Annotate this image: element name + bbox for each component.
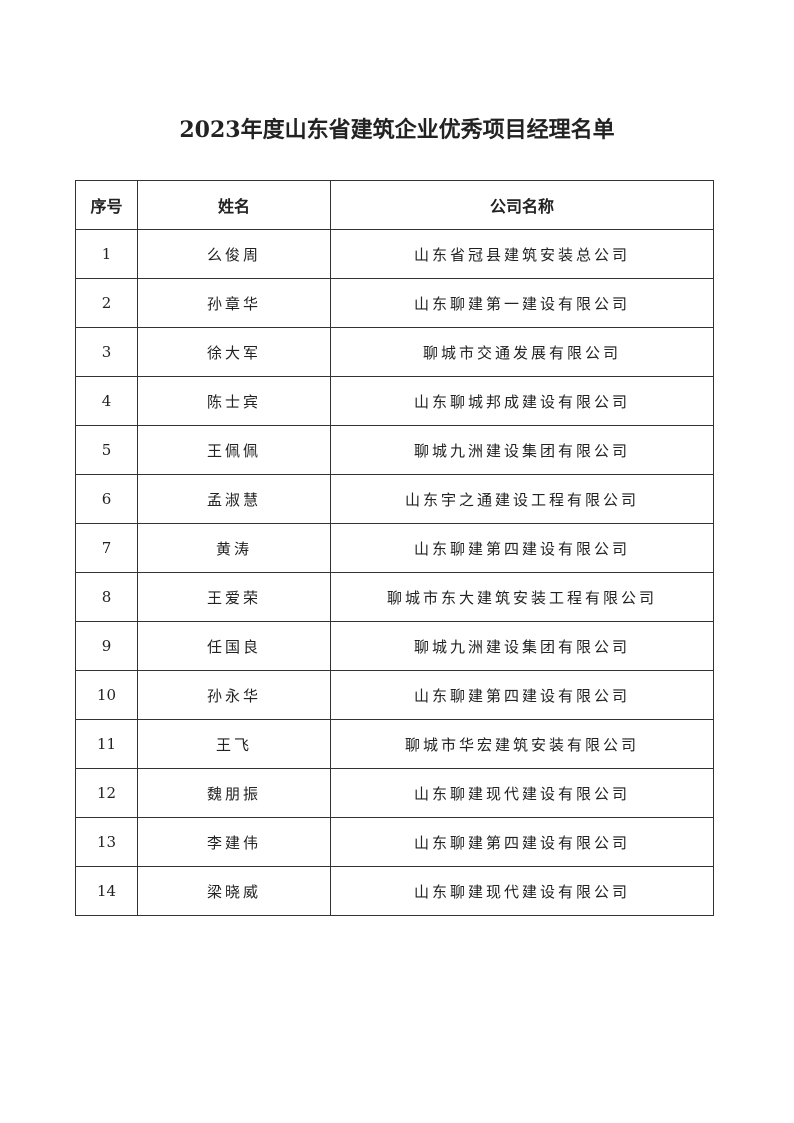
- company-cell: 聊城九洲建设集团有限公司: [330, 621, 714, 671]
- serial-number-cell: 12: [75, 768, 138, 818]
- serial-number-cell: 4: [75, 376, 138, 426]
- table-row: 11 王飞 聊城市华宏建筑安装有限公司: [75, 719, 714, 769]
- table-row: 14 梁晓威 山东聊建现代建设有限公司: [75, 866, 714, 916]
- company-cell: 山东宇之通建设工程有限公司: [330, 474, 714, 524]
- company-cell: 山东聊建现代建设有限公司: [330, 866, 714, 916]
- name-cell: 黄涛: [137, 523, 331, 573]
- table-row: 1 么俊周 山东省冠县建筑安装总公司: [75, 229, 714, 279]
- table-row: 5 王佩佩 聊城九洲建设集团有限公司: [75, 425, 714, 475]
- header-name: 姓名: [137, 180, 331, 230]
- name-cell: 孙永华: [137, 670, 331, 720]
- serial-number-cell: 8: [75, 572, 138, 622]
- project-manager-table: 序号 姓名 公司名称 1 么俊周 山东省冠县建筑安装总公司 2 孙章华 山东聊建第一建设有…: [75, 180, 714, 916]
- name-cell: 李建伟: [137, 817, 331, 867]
- table-header-row: 序号 姓名 公司名称: [75, 180, 714, 230]
- name-cell: 孙章华: [137, 278, 331, 328]
- table-row: 13 李建伟 山东聊建第四建设有限公司: [75, 817, 714, 867]
- company-cell: 聊城市华宏建筑安装有限公司: [330, 719, 714, 769]
- name-cell: 梁晓威: [137, 866, 331, 916]
- serial-number-cell: 7: [75, 523, 138, 573]
- name-cell: 王爱荣: [137, 572, 331, 622]
- header-serial-number: 序号: [75, 180, 138, 230]
- name-cell: 王飞: [137, 719, 331, 769]
- serial-number-cell: 11: [75, 719, 138, 769]
- company-cell: 聊城市交通发展有限公司: [330, 327, 714, 377]
- table-row: 10 孙永华 山东聊建第四建设有限公司: [75, 670, 714, 720]
- table-row: 6 孟淑慧 山东宇之通建设工程有限公司: [75, 474, 714, 524]
- document-title: 2023年度山东省建筑企业优秀项目经理名单: [179, 117, 615, 143]
- company-cell: 山东聊建现代建设有限公司: [330, 768, 714, 818]
- company-cell: 聊城市东大建筑安装工程有限公司: [330, 572, 714, 622]
- company-cell: 山东聊建第四建设有限公司: [330, 523, 714, 573]
- name-cell: 么俊周: [137, 229, 331, 279]
- table-row: 3 徐大军 聊城市交通发展有限公司: [75, 327, 714, 377]
- table-row: 4 陈士宾 山东聊城邦成建设有限公司: [75, 376, 714, 426]
- serial-number-cell: 2: [75, 278, 138, 328]
- serial-number-cell: 1: [75, 229, 138, 279]
- name-cell: 王佩佩: [137, 425, 331, 475]
- serial-number-cell: 5: [75, 425, 138, 475]
- company-cell: 山东省冠县建筑安装总公司: [330, 229, 714, 279]
- serial-number-cell: 6: [75, 474, 138, 524]
- serial-number-cell: 13: [75, 817, 138, 867]
- company-cell: 山东聊建第四建设有限公司: [330, 670, 714, 720]
- name-cell: 孟淑慧: [137, 474, 331, 524]
- name-cell: 陈士宾: [137, 376, 331, 426]
- table-row: 7 黄涛 山东聊建第四建设有限公司: [75, 523, 714, 573]
- serial-number-cell: 10: [75, 670, 138, 720]
- header-company: 公司名称: [330, 180, 714, 230]
- table-row: 12 魏朋振 山东聊建现代建设有限公司: [75, 768, 714, 818]
- serial-number-cell: 14: [75, 866, 138, 916]
- name-cell: 徐大军: [137, 327, 331, 377]
- company-cell: 山东聊建第四建设有限公司: [330, 817, 714, 867]
- serial-number-cell: 9: [75, 621, 138, 671]
- company-cell: 山东聊建第一建设有限公司: [330, 278, 714, 328]
- name-cell: 任国良: [137, 621, 331, 671]
- table-row: 8 王爱荣 聊城市东大建筑安装工程有限公司: [75, 572, 714, 622]
- company-cell: 聊城九洲建设集团有限公司: [330, 425, 714, 475]
- table-row: 9 任国良 聊城九洲建设集团有限公司: [75, 621, 714, 671]
- serial-number-cell: 3: [75, 327, 138, 377]
- table-row: 2 孙章华 山东聊建第一建设有限公司: [75, 278, 714, 328]
- company-cell: 山东聊城邦成建设有限公司: [330, 376, 714, 426]
- name-cell: 魏朋振: [137, 768, 331, 818]
